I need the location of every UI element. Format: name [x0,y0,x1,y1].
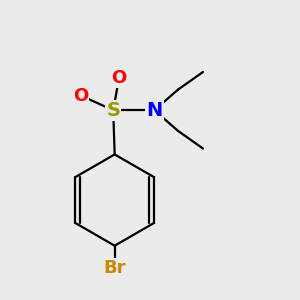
Text: Br: Br [103,259,126,277]
Text: O: O [112,69,127,87]
Text: O: O [73,86,88,104]
Text: S: S [106,101,120,120]
Text: N: N [146,101,163,120]
